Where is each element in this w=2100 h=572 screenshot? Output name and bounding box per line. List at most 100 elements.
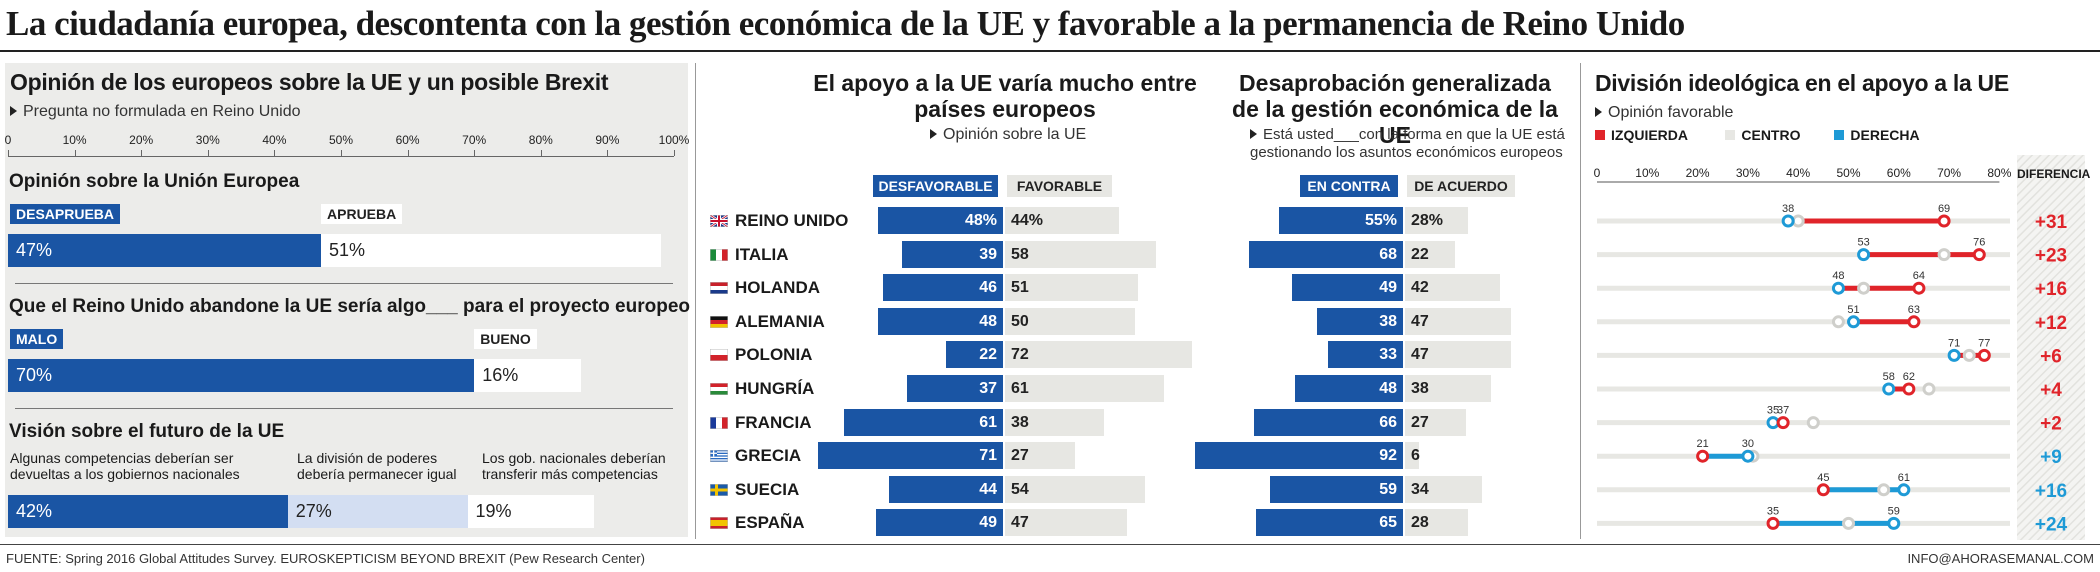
panel2-neg-bar: 22: [945, 341, 1003, 369]
q3-bar-3: 19%: [467, 495, 595, 528]
panel1-axis-tick: 50%: [328, 133, 354, 147]
value-label: 35: [1767, 505, 1779, 517]
derecha-dot: [1831, 281, 1845, 295]
triangle-icon: [1250, 129, 1257, 139]
value-label: 77: [1978, 337, 1990, 349]
main-title: La ciudadanía europea, descontenta con l…: [6, 4, 1685, 43]
panel3-pos-bar: 47: [1405, 307, 1512, 335]
derecha-dot: [1897, 483, 1911, 497]
panel3-neg-bar: 66: [1253, 408, 1403, 436]
difference-value: +24: [2035, 514, 2068, 535]
panel1-axis-tick-mark: [8, 150, 9, 156]
panel2-neg-bar: 48%: [878, 207, 1003, 234]
panel2-neg-bar: 46: [883, 274, 1003, 302]
izquierda-dot: [1972, 248, 1986, 262]
panel3-pos-bar: 34: [1405, 475, 1482, 503]
value-label: 61: [1898, 472, 1910, 484]
value-label: 71: [1948, 337, 1960, 349]
panel3-neg-header: EN CONTRA: [1300, 175, 1398, 197]
country-label: HOLANDA: [735, 278, 820, 298]
panel4-axis-tick: 10%: [1635, 166, 1659, 180]
izquierda-dot: [1907, 315, 1921, 329]
derecha-dot: [1847, 315, 1861, 329]
panel1-title: Opinión de los europeos sobre la UE y un…: [10, 69, 609, 95]
panel1-axis-tick-mark: [407, 150, 409, 156]
footer-rule: [0, 544, 2100, 545]
panel1-axis: 0 10% 20% 30% 40% 50% 60% 70% 80% 90% 100%: [4, 131, 689, 171]
panel2-pos-bar: 51: [1005, 274, 1138, 302]
panel3-neg-bar: 48: [1294, 375, 1403, 402]
ideology-chart: 0 10% 20% 30% 40% 50% 60% 70% 80% 38 69 +31 53 76 +23 4…: [1594, 155, 2085, 540]
flag-icon: [710, 416, 728, 429]
centro-dot: [1831, 315, 1845, 329]
q3-option-2: La división de poderes debería permanece…: [297, 450, 457, 482]
country-label: FRANCIA: [735, 412, 812, 432]
q1-pos-bar: 51%: [321, 234, 661, 267]
value-label: 38: [1782, 203, 1794, 215]
panel4-axis-tick: 30%: [1736, 166, 1760, 180]
centro-dot: [1842, 516, 1855, 530]
panel1-axis-tick: 30%: [195, 133, 220, 147]
triangle-icon: [930, 129, 937, 139]
flag-icon: [710, 281, 728, 295]
panel3-note-text: Está usted___con la forma en que la UE e…: [1250, 126, 1565, 161]
panel4-axis-tick: 20%: [1686, 166, 1710, 180]
panel1-axis-tick: 0: [4, 133, 12, 147]
difference-value: +6: [2040, 346, 2062, 367]
panel1-axis-tick-mark: [274, 150, 276, 156]
panel2-pos-bar: 58: [1005, 240, 1156, 268]
panel3-neg-bar: 49: [1292, 274, 1403, 302]
panel2-note-text: Opinión sobre la UE: [943, 126, 1087, 143]
difference-value: +31: [2035, 212, 2068, 233]
panel1-axis-tick: 20%: [129, 133, 154, 147]
panel3-pos-bar: 27: [1405, 408, 1467, 436]
panel2-pos-bar: 38: [1005, 408, 1104, 436]
panel2-neg-bar: 71: [818, 442, 1003, 470]
q2-pos-label: BUENO: [474, 329, 537, 349]
centro-dot: [1877, 483, 1891, 497]
panel3-pos-bar: 6: [1405, 442, 1420, 470]
country-label: SUECIA: [735, 479, 800, 499]
panel4-legend: IZQUIERDA CENTRO DERECHA: [1595, 127, 1920, 143]
value-label: 62: [1903, 371, 1915, 383]
derecha-dot: [1887, 516, 1901, 530]
contact-email: INFO@AHORASEMANAL.COM: [1907, 551, 2094, 566]
country-label: GRECIA: [735, 446, 802, 466]
difference-header: DIFERENCIA: [2017, 167, 2091, 181]
panel4-note-text: Opinión favorable: [1608, 104, 1734, 121]
panel3-neg-bar: 59: [1269, 475, 1403, 503]
panel1-axis-tick: 60%: [395, 133, 420, 147]
panel3-pos-bar: 47: [1405, 341, 1512, 369]
panel1-axis-tick: 70%: [462, 133, 487, 147]
value-label: 69: [1938, 203, 1950, 215]
panel1-axis-tick-mark: [141, 150, 143, 156]
panel2-pos-bar: 50: [1005, 307, 1135, 335]
izquierda-dot: [1816, 483, 1830, 497]
value-label: 58: [1883, 371, 1895, 383]
value-label: 37: [1777, 405, 1789, 417]
value-label: 45: [1817, 472, 1829, 484]
panel2-neg-bar: 39: [901, 240, 1003, 268]
country-label: REINO UNIDO: [735, 211, 849, 230]
country-label: ITALIA: [735, 244, 789, 264]
izquierda-dot: [1696, 449, 1710, 463]
value-label: 64: [1913, 270, 1925, 282]
panel2-pos-bar: 72: [1005, 341, 1193, 369]
derecha-dot: [1857, 248, 1871, 262]
panel3-pos-bar: 42: [1405, 274, 1500, 302]
panel2-pos-bar: 27: [1005, 442, 1076, 470]
legend-swatch-center: [1725, 130, 1736, 140]
q3-bar-2: 27%: [287, 495, 468, 528]
panel2-note: Opinión sobre la UE: [930, 126, 1086, 144]
flag-icon: [710, 382, 728, 395]
izquierda-dot: [1776, 416, 1790, 430]
derecha-dot: [1781, 214, 1795, 228]
flag-icon: [710, 315, 728, 328]
panel4-axis-tick: 0: [1594, 166, 1601, 180]
difference-value: +12: [2035, 313, 2067, 334]
panel1-axis-tick: 80%: [528, 133, 553, 147]
q2-pos-bar: 16%: [474, 359, 581, 392]
panel1-axis-tick-mark: [474, 150, 476, 156]
izquierda-dot: [1937, 214, 1951, 228]
centro-dot: [1857, 281, 1871, 295]
